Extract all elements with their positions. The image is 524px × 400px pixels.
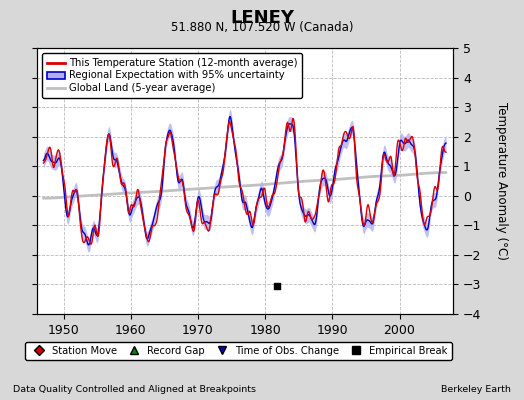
Text: 51.880 N, 107.520 W (Canada): 51.880 N, 107.520 W (Canada) <box>171 21 353 34</box>
Legend: Station Move, Record Gap, Time of Obs. Change, Empirical Break: Station Move, Record Gap, Time of Obs. C… <box>25 342 452 360</box>
Text: Berkeley Earth: Berkeley Earth <box>441 385 511 394</box>
Point <box>272 283 281 289</box>
Y-axis label: Temperature Anomaly (°C): Temperature Anomaly (°C) <box>495 102 508 260</box>
Legend: This Temperature Station (12-month average), Regional Expectation with 95% uncer: This Temperature Station (12-month avera… <box>42 53 302 98</box>
Text: LENEY: LENEY <box>230 9 294 27</box>
Text: Data Quality Controlled and Aligned at Breakpoints: Data Quality Controlled and Aligned at B… <box>13 385 256 394</box>
